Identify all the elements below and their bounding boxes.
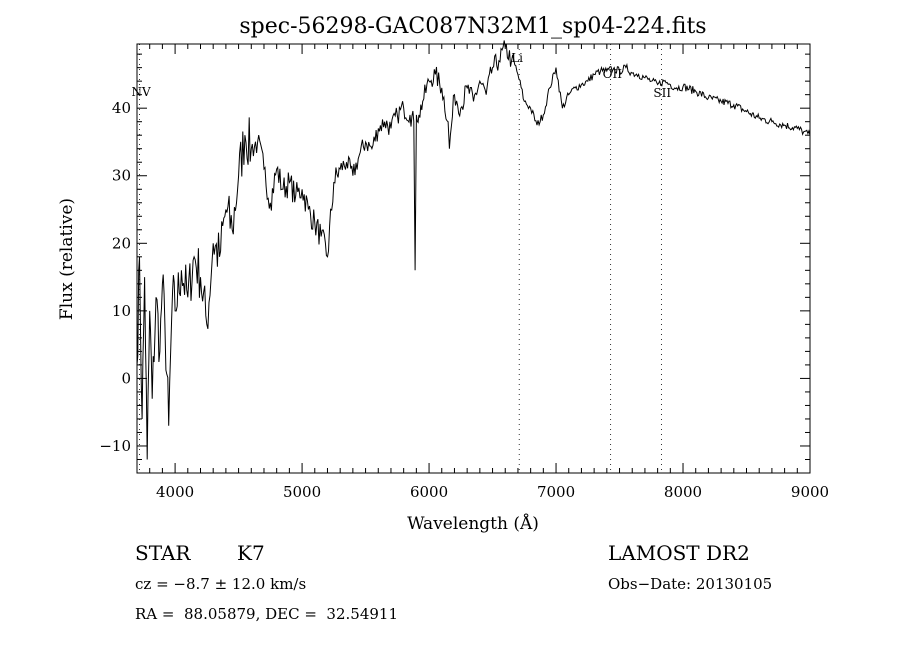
y-tick-label: 40: [112, 99, 131, 117]
y-tick-label: 20: [112, 234, 131, 252]
x-tick-label: 5000: [283, 483, 321, 501]
x-tick-label: 6000: [410, 483, 448, 501]
plot-frame: [136, 43, 811, 474]
chart-title: spec-56298-GAC087N32M1_sp04-224.fits: [239, 14, 706, 39]
coordinates: RA = 88.05879, DEC = 32.54911: [135, 605, 399, 623]
x-tick-label: 9000: [791, 483, 829, 501]
object-subclass: K7: [237, 541, 265, 565]
redshift-velocity: cz = −8.7 ± 12.0 km/s: [135, 575, 307, 593]
y-axis-label: Flux (relative): [57, 198, 77, 320]
line-marker-label: SII: [653, 86, 671, 100]
object-class: STAR: [135, 541, 191, 565]
y-tick-label: 30: [112, 167, 131, 185]
x-tick-label: 4000: [156, 483, 194, 501]
x-tick-label: 8000: [664, 483, 702, 501]
y-tick-label: 0: [121, 369, 131, 387]
line-marker-label: Li: [511, 51, 523, 65]
y-tick-label: −10: [99, 437, 131, 455]
spectrum-line: [136, 40, 811, 460]
line-marker-label: NV: [132, 85, 152, 99]
survey-label: LAMOST DR2: [608, 541, 750, 565]
obs-date: Obs−Date: 20130105: [608, 575, 773, 593]
x-tick-label: 7000: [537, 483, 575, 501]
y-tick-label: 10: [112, 302, 131, 320]
x-axis-label: Wavelength (Å): [407, 513, 539, 534]
